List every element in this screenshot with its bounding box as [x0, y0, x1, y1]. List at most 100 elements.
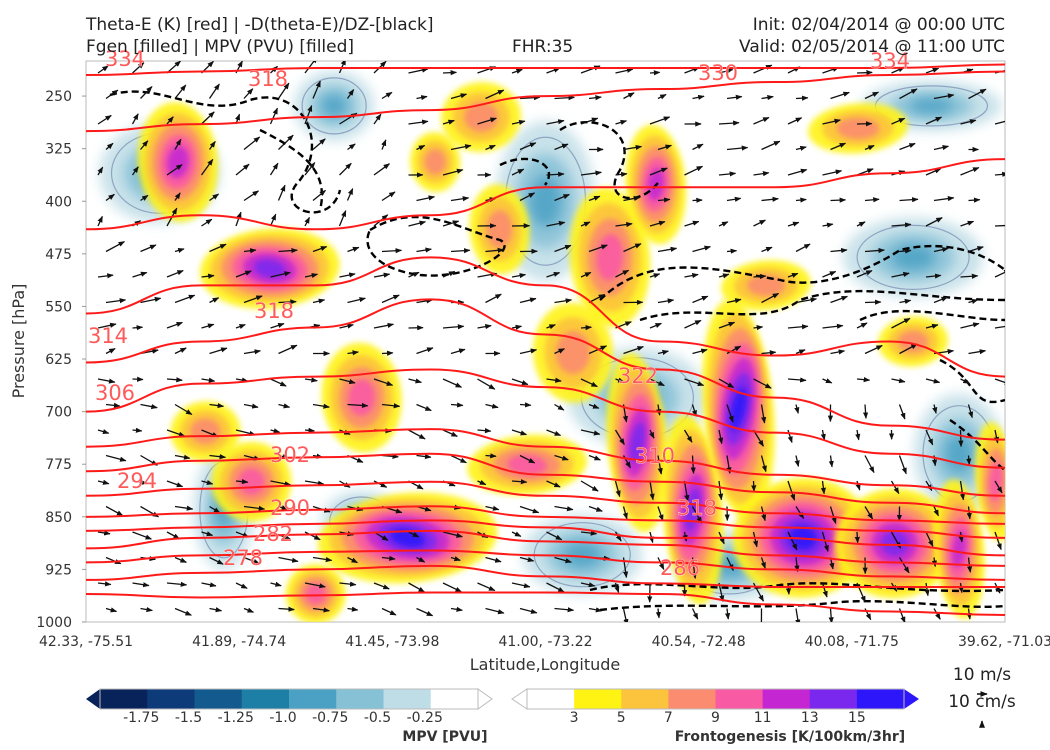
wind-vector [442, 270, 456, 278]
colorbar-fgen-tick: 11 [754, 710, 772, 726]
wind-vector [270, 271, 291, 278]
wind-vector [201, 582, 217, 588]
wind-vector [304, 61, 318, 74]
wind-vector [649, 273, 661, 279]
wind-vector [682, 531, 688, 542]
wind-vector [787, 272, 799, 278]
wind-vector [899, 343, 918, 355]
wind-vector [269, 162, 279, 176]
colorbar-fgen-frame [526, 688, 905, 710]
dthetae-dz-contour [366, 215, 506, 277]
wind-vector [787, 429, 793, 444]
wind-vector [304, 104, 313, 125]
wind-vector [692, 348, 708, 355]
wind-vector [442, 378, 463, 388]
wind-vector [554, 454, 569, 461]
wind-vector [554, 348, 566, 355]
wind-vector [994, 325, 1005, 329]
mpv-contour [856, 224, 970, 290]
dthetae-dz-contour [939, 358, 1005, 403]
wind-vector [891, 378, 906, 384]
colorbar-fgen-segment [574, 689, 622, 709]
colorbar-fgen-extend-high [904, 689, 919, 709]
colorbar-mpv-segment [430, 689, 479, 709]
wind-vector [657, 144, 672, 151]
wind-vector [994, 224, 1005, 227]
wind-vector [933, 196, 955, 202]
wind-vector [243, 505, 266, 511]
wind-vector [580, 117, 599, 125]
wind-vector [657, 349, 669, 355]
wind-vector [864, 344, 883, 355]
wind-vector [994, 582, 1001, 594]
wind-vector [339, 378, 356, 385]
wind-vector [994, 378, 1005, 386]
wind-vector [968, 349, 987, 355]
wind-vector [899, 88, 918, 100]
wind-vector [623, 195, 641, 202]
theta-e-contour [86, 549, 1005, 581]
y-tick-label: 625 [45, 352, 72, 368]
fgen-fill-blob [253, 259, 286, 279]
wind-vector [97, 378, 116, 384]
wind-vector [278, 134, 294, 150]
wind-vector [925, 480, 933, 492]
wind-vector [131, 166, 139, 176]
wind-vector [373, 272, 391, 278]
wind-vector [243, 248, 257, 254]
wind-vector [381, 555, 396, 561]
wind-vector [442, 168, 464, 176]
theta-e-label: 302 [270, 443, 310, 467]
wind-vector [408, 220, 427, 227]
wind-vector [209, 347, 228, 355]
theta-e-label: 314 [88, 324, 128, 348]
wind-vector [623, 144, 643, 151]
wind-vector [312, 298, 326, 304]
wind-vector [105, 505, 124, 517]
wind-vector [511, 273, 527, 279]
wind-vector [546, 582, 565, 593]
wind-vector [304, 427, 315, 433]
wind-vector [588, 505, 603, 512]
wind-vector [477, 117, 497, 125]
wind-vector [511, 582, 531, 589]
wind-vector [511, 68, 523, 74]
wind-vector [373, 322, 395, 329]
wind-vector [760, 557, 766, 569]
wind-vector [546, 429, 562, 437]
mpv-contour [301, 77, 367, 135]
mpv-fill-blob [944, 434, 974, 473]
theta-e-label: 294 [117, 469, 157, 493]
theta-e-label: 322 [618, 364, 658, 388]
wind-vector [787, 377, 807, 383]
wind-vector [822, 169, 843, 176]
wind-vector [795, 95, 809, 101]
wind-vector [312, 403, 330, 409]
y-tick-label: 250 [45, 89, 72, 105]
wind-vector [519, 348, 538, 355]
fgen-fill-blob [486, 210, 513, 249]
wind-vector [890, 480, 900, 495]
wind-vector [615, 119, 628, 125]
wind-vector [140, 244, 157, 253]
wind-vector [655, 608, 661, 619]
wind-vector [657, 246, 678, 253]
wind-vector [822, 378, 833, 384]
wind-vector [442, 70, 458, 76]
x-tick-label: 41.89, -74.74 [192, 634, 286, 650]
header-title-line2: Fgen [filled] | MPV (PVU) [filled] [86, 37, 355, 57]
wind-vector [546, 171, 565, 177]
theta-e-label: 282 [253, 522, 293, 546]
wind-vector [899, 248, 912, 254]
wind-vector [278, 505, 289, 511]
wind-vector [899, 298, 912, 305]
wind-vector [312, 246, 328, 253]
wind-vector [131, 113, 139, 125]
wind-vector [381, 607, 397, 616]
dthetae-dz-contours [109, 90, 1005, 612]
theta-e-contour [86, 368, 1005, 469]
wind-vector [856, 322, 868, 329]
colorbar-mpv-frame [99, 688, 479, 710]
theta-e-contour [86, 452, 1005, 515]
